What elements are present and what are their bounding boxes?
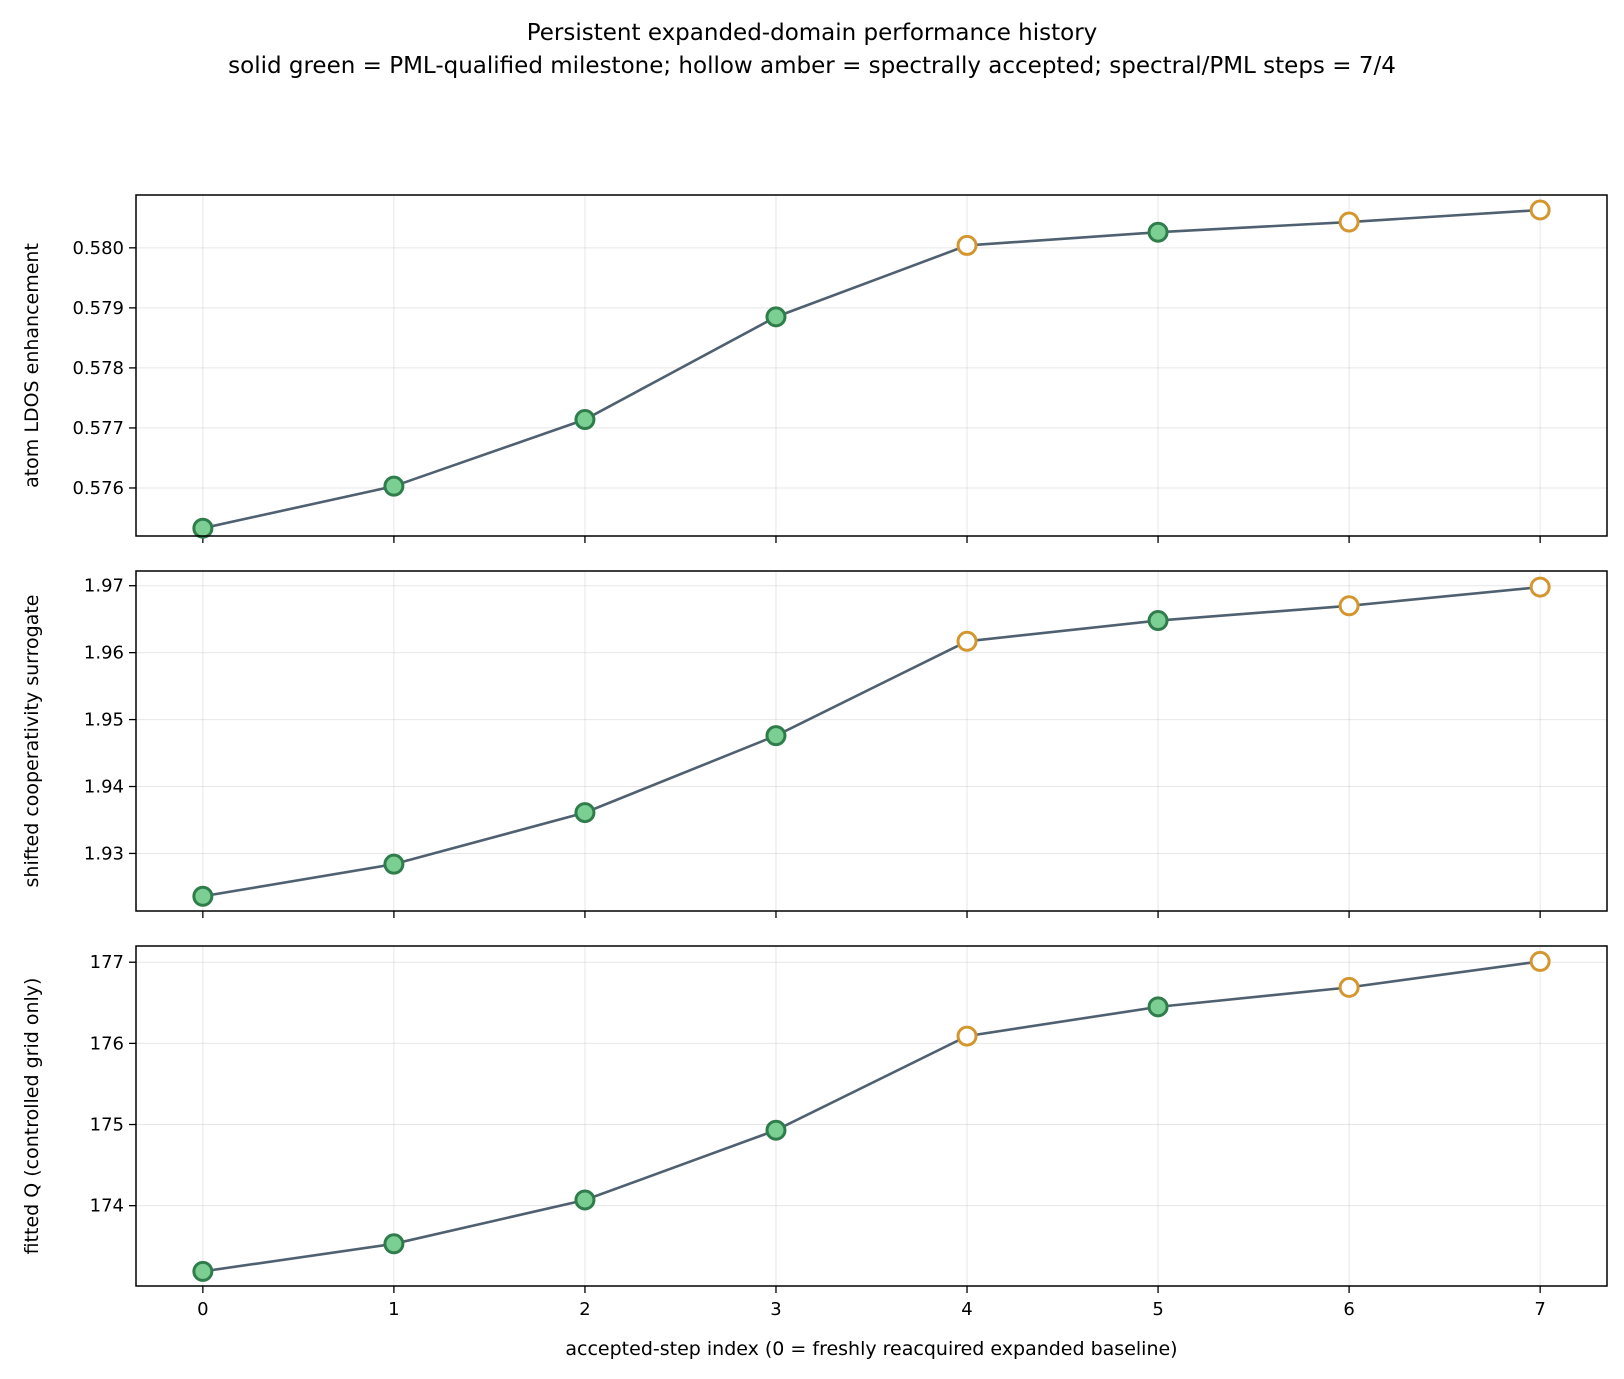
- pml-milestone-point: [574, 802, 596, 824]
- chart-subtitle: solid green = PML-qualified milestone; h…: [228, 53, 1396, 79]
- pml-milestone-point: [1147, 996, 1169, 1018]
- x-tick-label: 2: [579, 1299, 590, 1320]
- y-tick-label: 176: [90, 1033, 124, 1054]
- spectral-accepted-point: [1529, 950, 1551, 972]
- y-tick-label: 1.96: [84, 643, 124, 664]
- y-tick-label: 0.579: [72, 298, 124, 319]
- y-tick-label: 175: [90, 1115, 124, 1136]
- y-tick-label: 1.94: [84, 777, 124, 798]
- x-tick-label: 3: [770, 1299, 781, 1320]
- axes-frame: [135, 570, 1608, 912]
- spectral-accepted-point: [956, 630, 978, 652]
- pml-milestone-point: [765, 1119, 787, 1141]
- pml-milestone-point: [383, 853, 405, 875]
- x-tick-label: 4: [961, 1299, 972, 1320]
- pml-milestone-point: [1147, 221, 1169, 243]
- axes-frame: [135, 945, 1608, 1287]
- panel-fitted-q: 0 1 2 3 4 5 6 7 174 175 176 177 fitted Q (controlled…: [21, 945, 1608, 1360]
- pml-milestone-point: [765, 306, 787, 328]
- series-line: [202, 960, 1541, 1273]
- x-tick-label: 5: [1152, 1299, 1163, 1320]
- y-tick-label: 174: [90, 1196, 124, 1217]
- y-tick-label: 0.576: [72, 478, 124, 499]
- series-line: [202, 585, 1541, 898]
- spectral-accepted-point: [1338, 595, 1360, 617]
- pml-milestone-point: [192, 885, 214, 907]
- y-tick-label: 0.578: [72, 358, 124, 379]
- spectral-accepted-point: [1338, 211, 1360, 233]
- axes-frame: [135, 194, 1608, 537]
- y-tick-label: 1.95: [84, 710, 124, 731]
- y-axis-label-fitted-q: fitted Q (controlled grid only): [21, 978, 43, 1255]
- pml-milestone-point: [1147, 610, 1169, 632]
- chart-title: Persistent expanded-domain performance h…: [527, 20, 1098, 46]
- pml-milestone-point: [765, 725, 787, 747]
- pml-milestone-point: [574, 409, 596, 431]
- x-axis-label: accepted-step index (0 = freshly reacqui…: [565, 1338, 1177, 1360]
- spectral-accepted-point: [1529, 199, 1551, 221]
- panel-ldos: 0.576 0.577 0.578 0.579 0.580 atom LDOS enhan…: [21, 194, 1608, 543]
- y-tick-label: 0.580: [72, 238, 124, 259]
- spectral-accepted-point: [956, 1025, 978, 1047]
- pml-milestone-point: [383, 475, 405, 497]
- series-line: [202, 208, 1541, 530]
- spectral-accepted-point: [1529, 576, 1551, 598]
- pml-milestone-point: [192, 1260, 214, 1282]
- y-tick-label: 1.97: [84, 576, 124, 597]
- spectral-accepted-point: [1338, 976, 1360, 998]
- spectral-accepted-point: [956, 234, 978, 256]
- x-tick-label: 6: [1343, 1299, 1354, 1320]
- panel-cooperativity: 1.93 1.94 1.95 1.96 1.97 shifted cooperativit…: [21, 570, 1608, 918]
- y-tick-label: 0.577: [72, 418, 124, 439]
- y-axis-label-cooperativity: shifted cooperativity surrogate: [21, 595, 43, 888]
- pml-milestone-point: [383, 1233, 405, 1255]
- y-tick-label: 177: [90, 952, 124, 973]
- x-tick-label: 0: [197, 1299, 208, 1320]
- pml-milestone-point: [192, 517, 214, 539]
- x-tick-label: 7: [1534, 1299, 1545, 1320]
- y-axis-label-ldos: atom LDOS enhancement: [21, 243, 43, 488]
- y-tick-label: 1.93: [84, 843, 124, 864]
- x-tick-label: 1: [388, 1299, 399, 1320]
- pml-milestone-point: [574, 1189, 596, 1211]
